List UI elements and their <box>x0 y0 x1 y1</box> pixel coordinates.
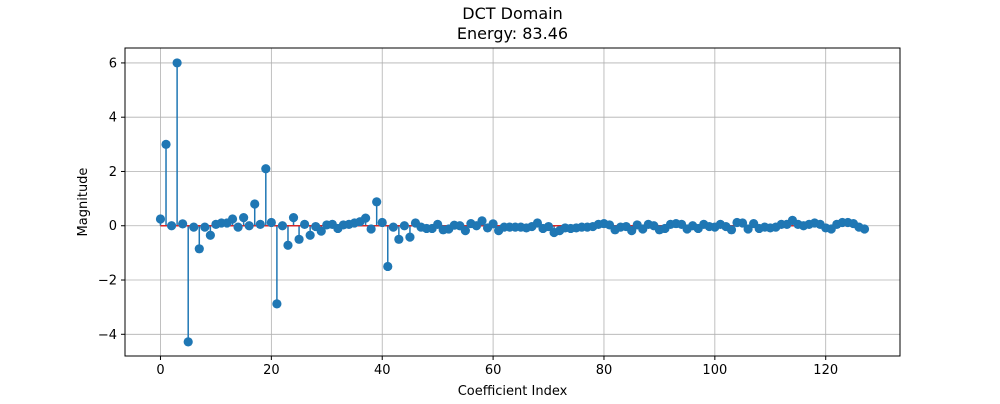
stem-marker <box>366 224 376 234</box>
stem-marker <box>477 216 487 226</box>
stem-marker <box>488 219 498 229</box>
stem-marker <box>316 226 326 236</box>
stem-marker <box>405 232 415 242</box>
stem-marker <box>255 219 265 229</box>
stem-marker <box>305 230 315 240</box>
stem-marker <box>272 299 282 309</box>
stem-marker <box>543 221 554 232</box>
x-tick-label: 120 <box>813 363 838 378</box>
stem-marker <box>859 224 870 234</box>
stem-marker <box>726 225 737 235</box>
tick-layer: 0 20 40 60 80 100 120 −4 −2 0 2 4 6 <box>98 56 838 378</box>
stem-marker <box>360 213 371 223</box>
stem-marker <box>300 219 310 229</box>
stem-marker <box>737 218 748 228</box>
y-tick-label: −2 <box>98 274 117 289</box>
stem-marker <box>183 337 193 347</box>
stem-marker <box>277 221 288 231</box>
stem-marker <box>205 230 215 240</box>
stem-marker <box>172 58 182 68</box>
stem-marker <box>155 214 166 224</box>
stem-marker <box>266 217 276 228</box>
stem-marker <box>294 234 304 244</box>
stem-marker <box>383 261 393 272</box>
x-tick-label: 80 <box>596 363 613 378</box>
x-tick-label: 20 <box>263 363 280 378</box>
stem-marker <box>194 244 204 254</box>
stem-marker <box>388 222 398 232</box>
stem-marker <box>166 221 177 231</box>
stem-marker <box>372 197 382 207</box>
stem-marker <box>244 221 254 231</box>
stem-marker <box>394 234 404 244</box>
y-tick-label: 4 <box>109 111 117 126</box>
stem-marker <box>233 222 243 232</box>
x-axis-label: Coefficient Index <box>458 384 568 399</box>
y-tick-label: 6 <box>109 56 117 71</box>
stem-marker <box>161 139 171 149</box>
y-tick-label: 2 <box>109 165 117 180</box>
stem-marker <box>399 221 409 231</box>
stem-marker <box>283 240 293 250</box>
chart-subtitle: Energy: 83.46 <box>457 24 568 43</box>
x-tick-label: 100 <box>702 363 727 378</box>
y-tick-label: −4 <box>98 328 117 343</box>
y-tick-label: 0 <box>109 219 117 234</box>
stem-marker <box>178 219 188 229</box>
stem-marker <box>250 199 260 209</box>
x-tick-label: 60 <box>485 363 502 378</box>
stem-marker <box>239 213 249 223</box>
x-tick-label: 0 <box>156 363 164 378</box>
stem-marker <box>261 164 271 174</box>
stem-marker <box>627 226 637 236</box>
stem-marker <box>189 222 199 232</box>
x-tick-label: 40 <box>374 363 391 378</box>
plot-area-frame <box>124 47 901 357</box>
stem-marker <box>460 226 470 236</box>
stem-marker <box>288 213 299 223</box>
stem-marker <box>200 222 210 232</box>
marker-layer <box>155 58 870 347</box>
y-axis-label: Magnitude <box>76 168 91 237</box>
stem-marker <box>377 217 387 228</box>
stem-marker <box>227 214 238 224</box>
chart-title: DCT Domain <box>462 4 562 23</box>
